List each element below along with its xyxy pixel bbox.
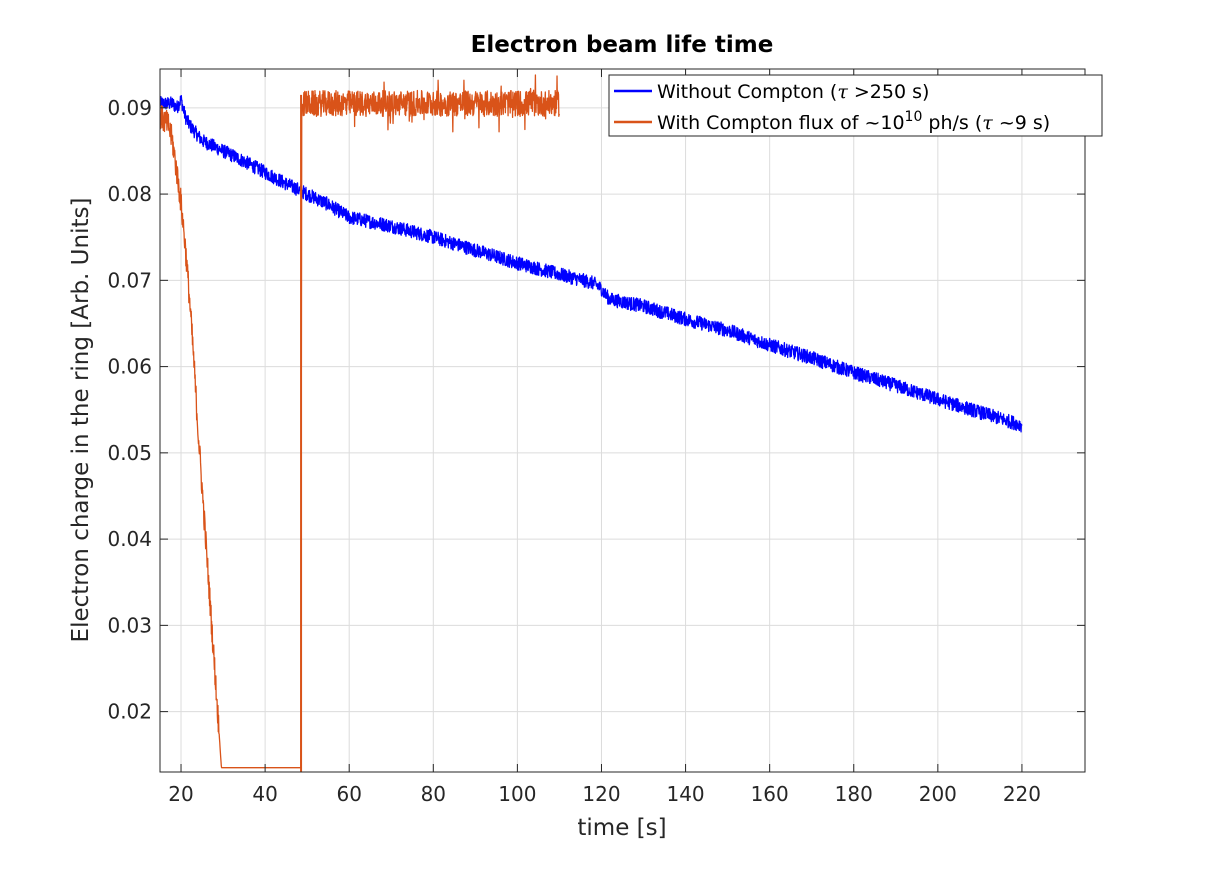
y-axis-title: Electron charge in the ring [Arb. Units] — [68, 198, 94, 643]
y-tick-label: 0.02 — [107, 700, 152, 724]
x-tick-label: 100 — [498, 782, 536, 806]
y-tick-label: 0.03 — [107, 613, 152, 637]
x-tick-label: 180 — [835, 782, 873, 806]
plot-frame — [159, 68, 1086, 773]
series-layer — [160, 74, 1023, 772]
legend-label-without-compton: Without Compton (τ >250 s) — [657, 81, 929, 103]
legend-box — [608, 74, 1103, 137]
ticks: 20 40 60 80 100 120 140 160 180 200 220 0.02 0.03 0.0… — [107, 69, 1085, 806]
x-tick-label: 200 — [919, 782, 957, 806]
x-tick-label: 160 — [751, 782, 789, 806]
legend: Without Compton (τ >250 s) With Compton … — [608, 74, 1103, 137]
x-axis-title: time [s] — [577, 815, 666, 841]
x-tick-label: 20 — [168, 782, 193, 806]
x-tick-label: 40 — [252, 782, 277, 806]
plot-background — [160, 69, 1085, 772]
series-line-0 — [160, 94, 1023, 433]
chart-title: Electron beam life time — [471, 32, 774, 58]
series-1 — [160, 74, 561, 772]
series-line-1 — [160, 74, 561, 769]
y-tick-label: 0.05 — [107, 441, 152, 465]
x-tick-label: 80 — [421, 782, 446, 806]
x-tick-label: 220 — [1003, 782, 1041, 806]
y-tick-label: 0.07 — [107, 268, 152, 292]
x-tick-label: 140 — [666, 782, 704, 806]
y-tick-label: 0.06 — [107, 355, 152, 379]
legend-label-with-compton: With Compton flux of ~1010 ph/s (τ ~9 s) — [657, 109, 1050, 134]
y-tick-label: 0.09 — [107, 96, 152, 120]
x-tick-label: 120 — [582, 782, 620, 806]
y-tick-label: 0.04 — [107, 527, 152, 551]
x-tick-label: 60 — [336, 782, 361, 806]
y-tick-label: 0.08 — [107, 182, 152, 206]
series-0 — [160, 94, 1023, 433]
